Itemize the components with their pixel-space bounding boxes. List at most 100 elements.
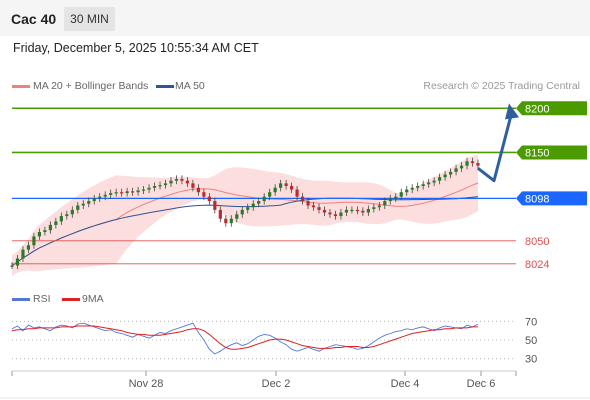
legend-swatch-ma50 [156,85,174,88]
legend-swatch-rsi [12,298,30,301]
candle-body [21,249,25,259]
candle-body [427,182,431,185]
legend-label-9ma: 9MA [82,293,104,305]
candle-body [224,218,228,224]
candle-body [361,210,365,213]
candle-body [438,177,442,181]
candle-body [273,187,277,193]
x-tick-label: Dec 2 [262,378,291,390]
candle-body [109,193,113,195]
candle-body [465,161,469,166]
legend-label-ma50: MA 50 [175,80,205,92]
level-tag-8098 [516,191,587,206]
candle-body [432,180,436,183]
candle-body [229,218,233,224]
candle-body [202,192,206,197]
rsi-level-label-70: 70 [525,316,537,328]
x-tick-label: Dec 6 [467,378,496,390]
timeframe-button[interactable]: 30 MIN [64,7,115,31]
candle-body [300,196,305,202]
candle-body [81,203,85,206]
rsi-ma-line [11,325,478,350]
candle-body [405,189,409,193]
candle-body [92,198,96,202]
candle-body [180,178,184,181]
candle-body [196,187,200,193]
candle-body [141,189,146,191]
candle-body [174,178,179,181]
candle-body [279,183,283,188]
candle-body [246,207,250,210]
ma50-line [11,196,479,267]
credit-text: Research © 2025 Trading Central [423,80,580,92]
candle-body [65,214,69,217]
legend-swatch-bollinger [12,85,30,88]
candle-body [152,186,157,188]
candle-body [147,187,151,190]
candle-body [454,168,458,172]
candle-body [355,209,359,212]
candle-body [290,186,294,190]
x-tick-label: Nov 28 [129,378,164,390]
candle-body [377,205,381,208]
candle-body [251,203,255,208]
candle-body [399,192,403,197]
candle-body [15,258,20,266]
candle-body [306,201,310,206]
candle-body [448,171,453,175]
candle-body [213,201,217,210]
candle-body [262,196,266,202]
instrument-title: Cac 40 [11,11,57,27]
rsi-line [11,322,479,355]
rsi-level-label-50: 50 [525,335,537,347]
candle-body [394,196,398,199]
candle-body [158,185,162,187]
level-label-8200: 8200 [525,103,549,115]
legend-swatch-9ma [62,298,80,301]
candle-body [59,216,63,222]
candle-body [476,163,480,166]
candle-body [443,174,447,178]
candle-body [32,236,36,246]
candle-body [120,192,124,194]
level-label-8150: 8150 [525,147,549,159]
candle-body [322,209,327,213]
projection-arrowhead [505,103,519,120]
candle-body [421,184,425,187]
candle-body [125,191,129,194]
candle-body [339,212,343,217]
candle-body [333,214,338,217]
legend-label-rsi: RSI [33,293,51,305]
candle-body [235,214,239,219]
candle-body [103,194,107,197]
level-label-8098: 8098 [525,193,549,205]
candle-body [284,183,288,187]
candle-body [76,205,80,210]
x-tick-label: Dec 4 [391,378,420,390]
candle-body [372,207,376,209]
candle-body [169,180,173,184]
candle-body [48,224,52,231]
candle-body [114,192,118,194]
rsi-level-label-30: 30 [525,354,537,366]
candle-body [328,212,332,215]
candle-body [163,183,168,186]
candle-body [410,187,414,190]
candle-body [87,201,91,204]
candle-body [257,201,261,204]
candle-body [131,191,135,193]
level-tag-8200 [516,101,587,116]
candle-body [10,265,14,267]
candle-body [218,209,222,219]
candle-body [136,190,140,193]
candle-body [388,198,392,202]
level-label-8050: 8050 [525,236,549,248]
bollinger-band [12,155,478,277]
candle-body [207,196,211,202]
candle-body [366,209,370,213]
candle-body [459,165,464,169]
candle-body [344,209,349,213]
candle-body [268,192,272,197]
candle-body [240,209,244,215]
candle-body [185,180,190,184]
